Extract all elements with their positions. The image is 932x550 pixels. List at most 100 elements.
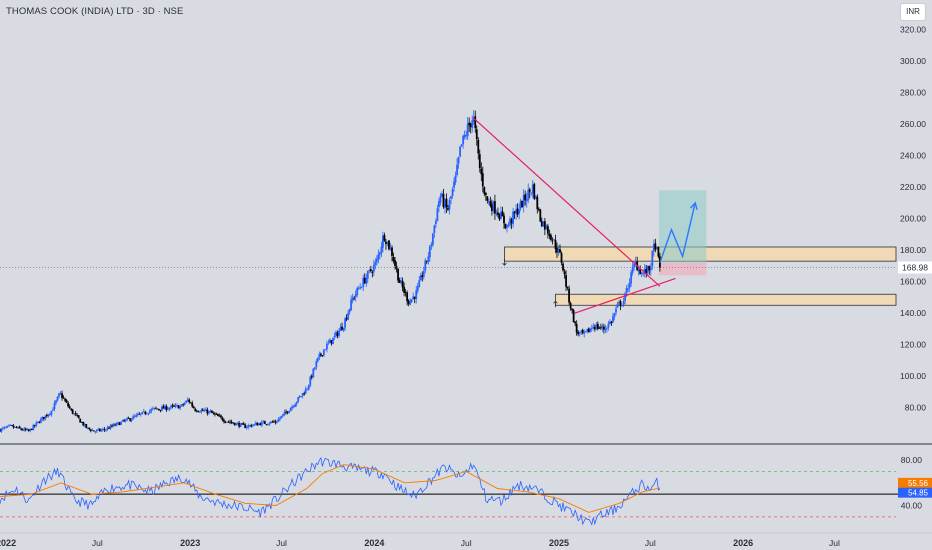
candle	[546, 223, 549, 239]
candle	[407, 299, 410, 307]
candle	[622, 297, 625, 307]
candle	[91, 428, 94, 432]
candle	[319, 352, 322, 358]
candle	[254, 420, 257, 426]
candle	[30, 428, 33, 431]
candle	[265, 424, 268, 426]
candle	[388, 239, 390, 251]
candle	[321, 355, 324, 357]
candle	[235, 422, 238, 426]
price-tick-label: 300.00	[900, 56, 926, 66]
candle	[553, 239, 555, 241]
candle	[439, 192, 442, 206]
candle	[581, 328, 584, 335]
candle	[338, 328, 340, 338]
candle	[283, 409, 286, 417]
candle	[450, 195, 452, 205]
rsi-tick-label: 80.00	[901, 455, 923, 465]
candle	[416, 282, 419, 294]
candle	[619, 299, 622, 311]
candle	[577, 330, 580, 337]
candle	[276, 419, 278, 424]
candle	[277, 417, 280, 423]
candle	[606, 326, 608, 333]
candle	[239, 423, 242, 428]
candle	[94, 430, 97, 434]
candle	[386, 241, 389, 247]
candle	[580, 329, 583, 336]
candle	[151, 406, 154, 411]
candle	[475, 125, 478, 146]
price-tick-label: 100.00	[900, 371, 926, 381]
candle	[161, 404, 163, 412]
candle	[103, 427, 106, 432]
candle	[36, 421, 39, 424]
candle	[554, 234, 557, 254]
candle	[250, 423, 253, 428]
candle	[465, 130, 468, 140]
candle	[543, 218, 546, 236]
candle	[351, 293, 354, 304]
candle	[126, 416, 129, 422]
candle	[404, 288, 407, 297]
candle	[53, 400, 56, 412]
candle	[291, 404, 294, 411]
candle	[466, 116, 469, 141]
candle	[456, 158, 458, 177]
candle	[271, 420, 274, 423]
candle	[127, 416, 130, 419]
candle	[394, 256, 396, 270]
candle	[5, 425, 7, 429]
candle	[469, 122, 472, 134]
candle	[322, 348, 325, 358]
candle	[403, 282, 406, 297]
candle	[559, 244, 561, 254]
candle	[292, 405, 295, 409]
candle	[527, 183, 530, 204]
candle	[627, 283, 630, 293]
candle	[486, 196, 489, 204]
candle	[297, 396, 300, 403]
candle	[513, 210, 516, 220]
candle	[474, 110, 477, 133]
candle	[80, 421, 83, 423]
candle	[285, 409, 287, 415]
candle	[177, 405, 180, 409]
candle	[344, 316, 346, 332]
candle	[142, 409, 145, 413]
candle	[607, 320, 610, 331]
candle	[154, 406, 157, 410]
candle	[418, 275, 421, 288]
candle	[71, 408, 74, 415]
candle	[105, 428, 107, 433]
candle	[657, 246, 660, 259]
candle	[333, 332, 336, 341]
candle	[138, 411, 141, 415]
price-tick-label: 80.00	[905, 403, 927, 413]
candle	[412, 292, 415, 300]
candle	[144, 410, 147, 416]
candle	[463, 130, 466, 140]
candle	[648, 265, 651, 275]
candle	[383, 232, 386, 242]
candle	[301, 392, 304, 399]
zone-arrow	[553, 300, 558, 308]
candle	[307, 384, 310, 391]
candle	[313, 366, 316, 371]
candle	[109, 424, 112, 431]
candle	[176, 403, 178, 408]
candle	[89, 428, 92, 433]
candle	[484, 192, 487, 201]
currency-button[interactable]: INR	[900, 3, 926, 21]
candle	[494, 194, 496, 220]
candle	[186, 397, 189, 403]
candle	[604, 324, 607, 334]
candle	[115, 422, 118, 427]
candle	[471, 115, 474, 133]
candle	[310, 374, 313, 380]
candle	[357, 285, 360, 290]
support-zone	[555, 293, 897, 306]
candle	[260, 419, 263, 428]
price-tick-label: 240.00	[900, 151, 926, 161]
